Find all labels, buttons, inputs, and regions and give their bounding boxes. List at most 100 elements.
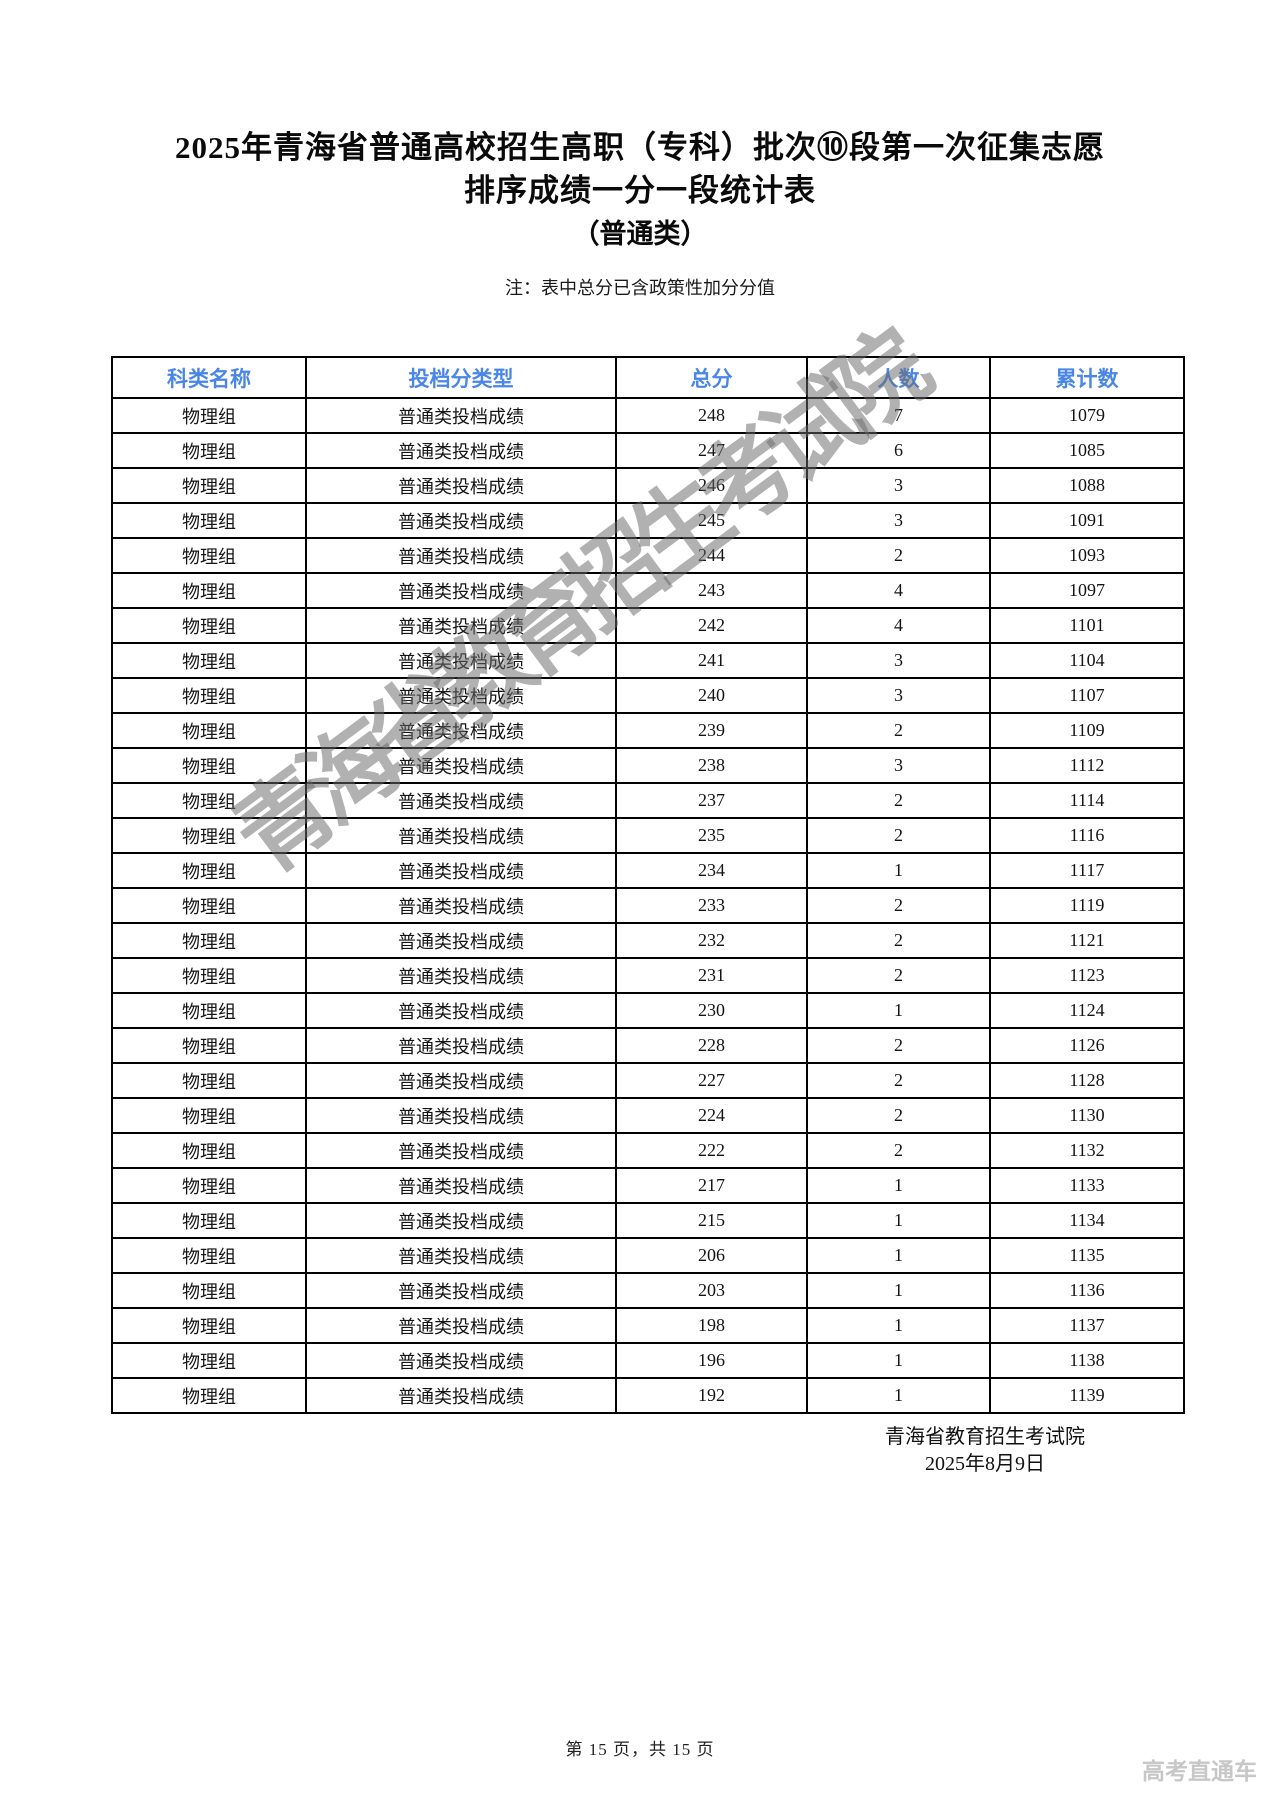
cell-score-type: 普通类投档成绩 xyxy=(305,887,617,924)
cell-count: 1 xyxy=(806,1272,991,1309)
cell-cumulative: 1124 xyxy=(989,992,1185,1029)
cell-category: 物理组 xyxy=(111,642,307,679)
table-row: 物理组 普通类投档成绩 239 2 1109 xyxy=(111,712,1185,749)
cell-category: 物理组 xyxy=(111,467,307,504)
cell-score-type: 普通类投档成绩 xyxy=(305,432,617,469)
cell-count: 1 xyxy=(806,1307,991,1344)
cell-category: 物理组 xyxy=(111,887,307,924)
cell-total-score: 227 xyxy=(615,1062,808,1099)
cell-score-type: 普通类投档成绩 xyxy=(305,992,617,1029)
cell-category: 物理组 xyxy=(111,1062,307,1099)
cell-total-score: 206 xyxy=(615,1237,808,1274)
cell-count: 2 xyxy=(806,537,991,574)
cell-category: 物理组 xyxy=(111,1167,307,1204)
title-line-2: 排序成绩一分一段统计表 xyxy=(464,173,816,208)
cell-cumulative: 1128 xyxy=(989,1062,1185,1099)
table-row: 物理组 普通类投档成绩 245 3 1091 xyxy=(111,502,1185,539)
cell-category: 物理组 xyxy=(111,397,307,434)
cell-total-score: 231 xyxy=(615,957,808,994)
cell-cumulative: 1130 xyxy=(989,1097,1185,1134)
cell-total-score: 234 xyxy=(615,852,808,889)
cell-cumulative: 1112 xyxy=(989,747,1185,784)
cell-score-type: 普通类投档成绩 xyxy=(305,502,617,539)
cell-count: 1 xyxy=(806,1167,991,1204)
cell-total-score: 232 xyxy=(615,922,808,959)
cell-cumulative: 1079 xyxy=(989,397,1185,434)
cell-cumulative: 1117 xyxy=(989,852,1185,889)
cell-count: 2 xyxy=(806,817,991,854)
cell-total-score: 198 xyxy=(615,1307,808,1344)
table-row: 物理组 普通类投档成绩 234 1 1117 xyxy=(111,852,1185,889)
table-row: 物理组 普通类投档成绩 198 1 1137 xyxy=(111,1307,1185,1344)
cell-count: 3 xyxy=(806,502,991,539)
table-row: 物理组 普通类投档成绩 228 2 1126 xyxy=(111,1027,1185,1064)
table-row: 物理组 普通类投档成绩 243 4 1097 xyxy=(111,572,1185,609)
cell-cumulative: 1093 xyxy=(989,537,1185,574)
cell-cumulative: 1107 xyxy=(989,677,1185,714)
cell-cumulative: 1104 xyxy=(989,642,1185,679)
cell-total-score: 242 xyxy=(615,607,808,644)
cell-total-score: 215 xyxy=(615,1202,808,1239)
cell-category: 物理组 xyxy=(111,1342,307,1379)
cell-cumulative: 1139 xyxy=(989,1377,1185,1414)
cell-count: 3 xyxy=(806,747,991,784)
cell-category: 物理组 xyxy=(111,1307,307,1344)
cell-cumulative: 1114 xyxy=(989,782,1185,819)
cell-count: 2 xyxy=(806,1062,991,1099)
cell-category: 物理组 xyxy=(111,502,307,539)
table-header-row: 科类名称 投档分类型 总分 人数 累计数 xyxy=(111,356,1185,399)
cell-score-type: 普通类投档成绩 xyxy=(305,957,617,994)
cell-cumulative: 1138 xyxy=(989,1342,1185,1379)
cell-count: 1 xyxy=(806,852,991,889)
table-row: 物理组 普通类投档成绩 242 4 1101 xyxy=(111,607,1185,644)
title-line-3: （普通类） xyxy=(572,219,708,249)
cell-total-score: 217 xyxy=(615,1167,808,1204)
table-row: 物理组 普通类投档成绩 196 1 1138 xyxy=(111,1342,1185,1379)
cell-category: 物理组 xyxy=(111,572,307,609)
brand-watermark: 高考直通车 xyxy=(1142,1758,1257,1784)
cell-count: 2 xyxy=(806,957,991,994)
cell-total-score: 233 xyxy=(615,887,808,924)
cell-total-score: 203 xyxy=(615,1272,808,1309)
cell-total-score: 192 xyxy=(615,1377,808,1414)
column-header-score-type: 投档分类型 xyxy=(305,356,617,399)
cell-count: 1 xyxy=(806,1377,991,1414)
column-header-category: 科类名称 xyxy=(111,356,307,399)
table-row: 物理组 普通类投档成绩 246 3 1088 xyxy=(111,467,1185,504)
cell-score-type: 普通类投档成绩 xyxy=(305,1062,617,1099)
cell-total-score: 224 xyxy=(615,1097,808,1134)
cell-count: 4 xyxy=(806,572,991,609)
cell-score-type: 普通类投档成绩 xyxy=(305,712,617,749)
cell-score-type: 普通类投档成绩 xyxy=(305,1202,617,1239)
cell-score-type: 普通类投档成绩 xyxy=(305,397,617,434)
cell-total-score: 248 xyxy=(615,397,808,434)
cell-category: 物理组 xyxy=(111,957,307,994)
table-row: 物理组 普通类投档成绩 244 2 1093 xyxy=(111,537,1185,574)
cell-score-type: 普通类投档成绩 xyxy=(305,1377,617,1414)
cell-total-score: 196 xyxy=(615,1342,808,1379)
cell-total-score: 235 xyxy=(615,817,808,854)
table-row: 物理组 普通类投档成绩 235 2 1116 xyxy=(111,817,1185,854)
cell-category: 物理组 xyxy=(111,1202,307,1239)
cell-count: 3 xyxy=(806,677,991,714)
cell-category: 物理组 xyxy=(111,1377,307,1414)
cell-total-score: 246 xyxy=(615,467,808,504)
cell-cumulative: 1135 xyxy=(989,1237,1185,1274)
cell-category: 物理组 xyxy=(111,1237,307,1274)
cell-score-type: 普通类投档成绩 xyxy=(305,852,617,889)
table-row: 物理组 普通类投档成绩 240 3 1107 xyxy=(111,677,1185,714)
cell-cumulative: 1133 xyxy=(989,1167,1185,1204)
cell-category: 物理组 xyxy=(111,607,307,644)
table-row: 物理组 普通类投档成绩 238 3 1112 xyxy=(111,747,1185,784)
cell-score-type: 普通类投档成绩 xyxy=(305,1027,617,1064)
table-row: 物理组 普通类投档成绩 227 2 1128 xyxy=(111,1062,1185,1099)
cell-category: 物理组 xyxy=(111,1272,307,1309)
cell-count: 2 xyxy=(806,782,991,819)
cell-total-score: 222 xyxy=(615,1132,808,1169)
cell-total-score: 240 xyxy=(615,677,808,714)
cell-count: 1 xyxy=(806,992,991,1029)
cell-count: 3 xyxy=(806,467,991,504)
cell-score-type: 普通类投档成绩 xyxy=(305,817,617,854)
cell-count: 1 xyxy=(806,1342,991,1379)
